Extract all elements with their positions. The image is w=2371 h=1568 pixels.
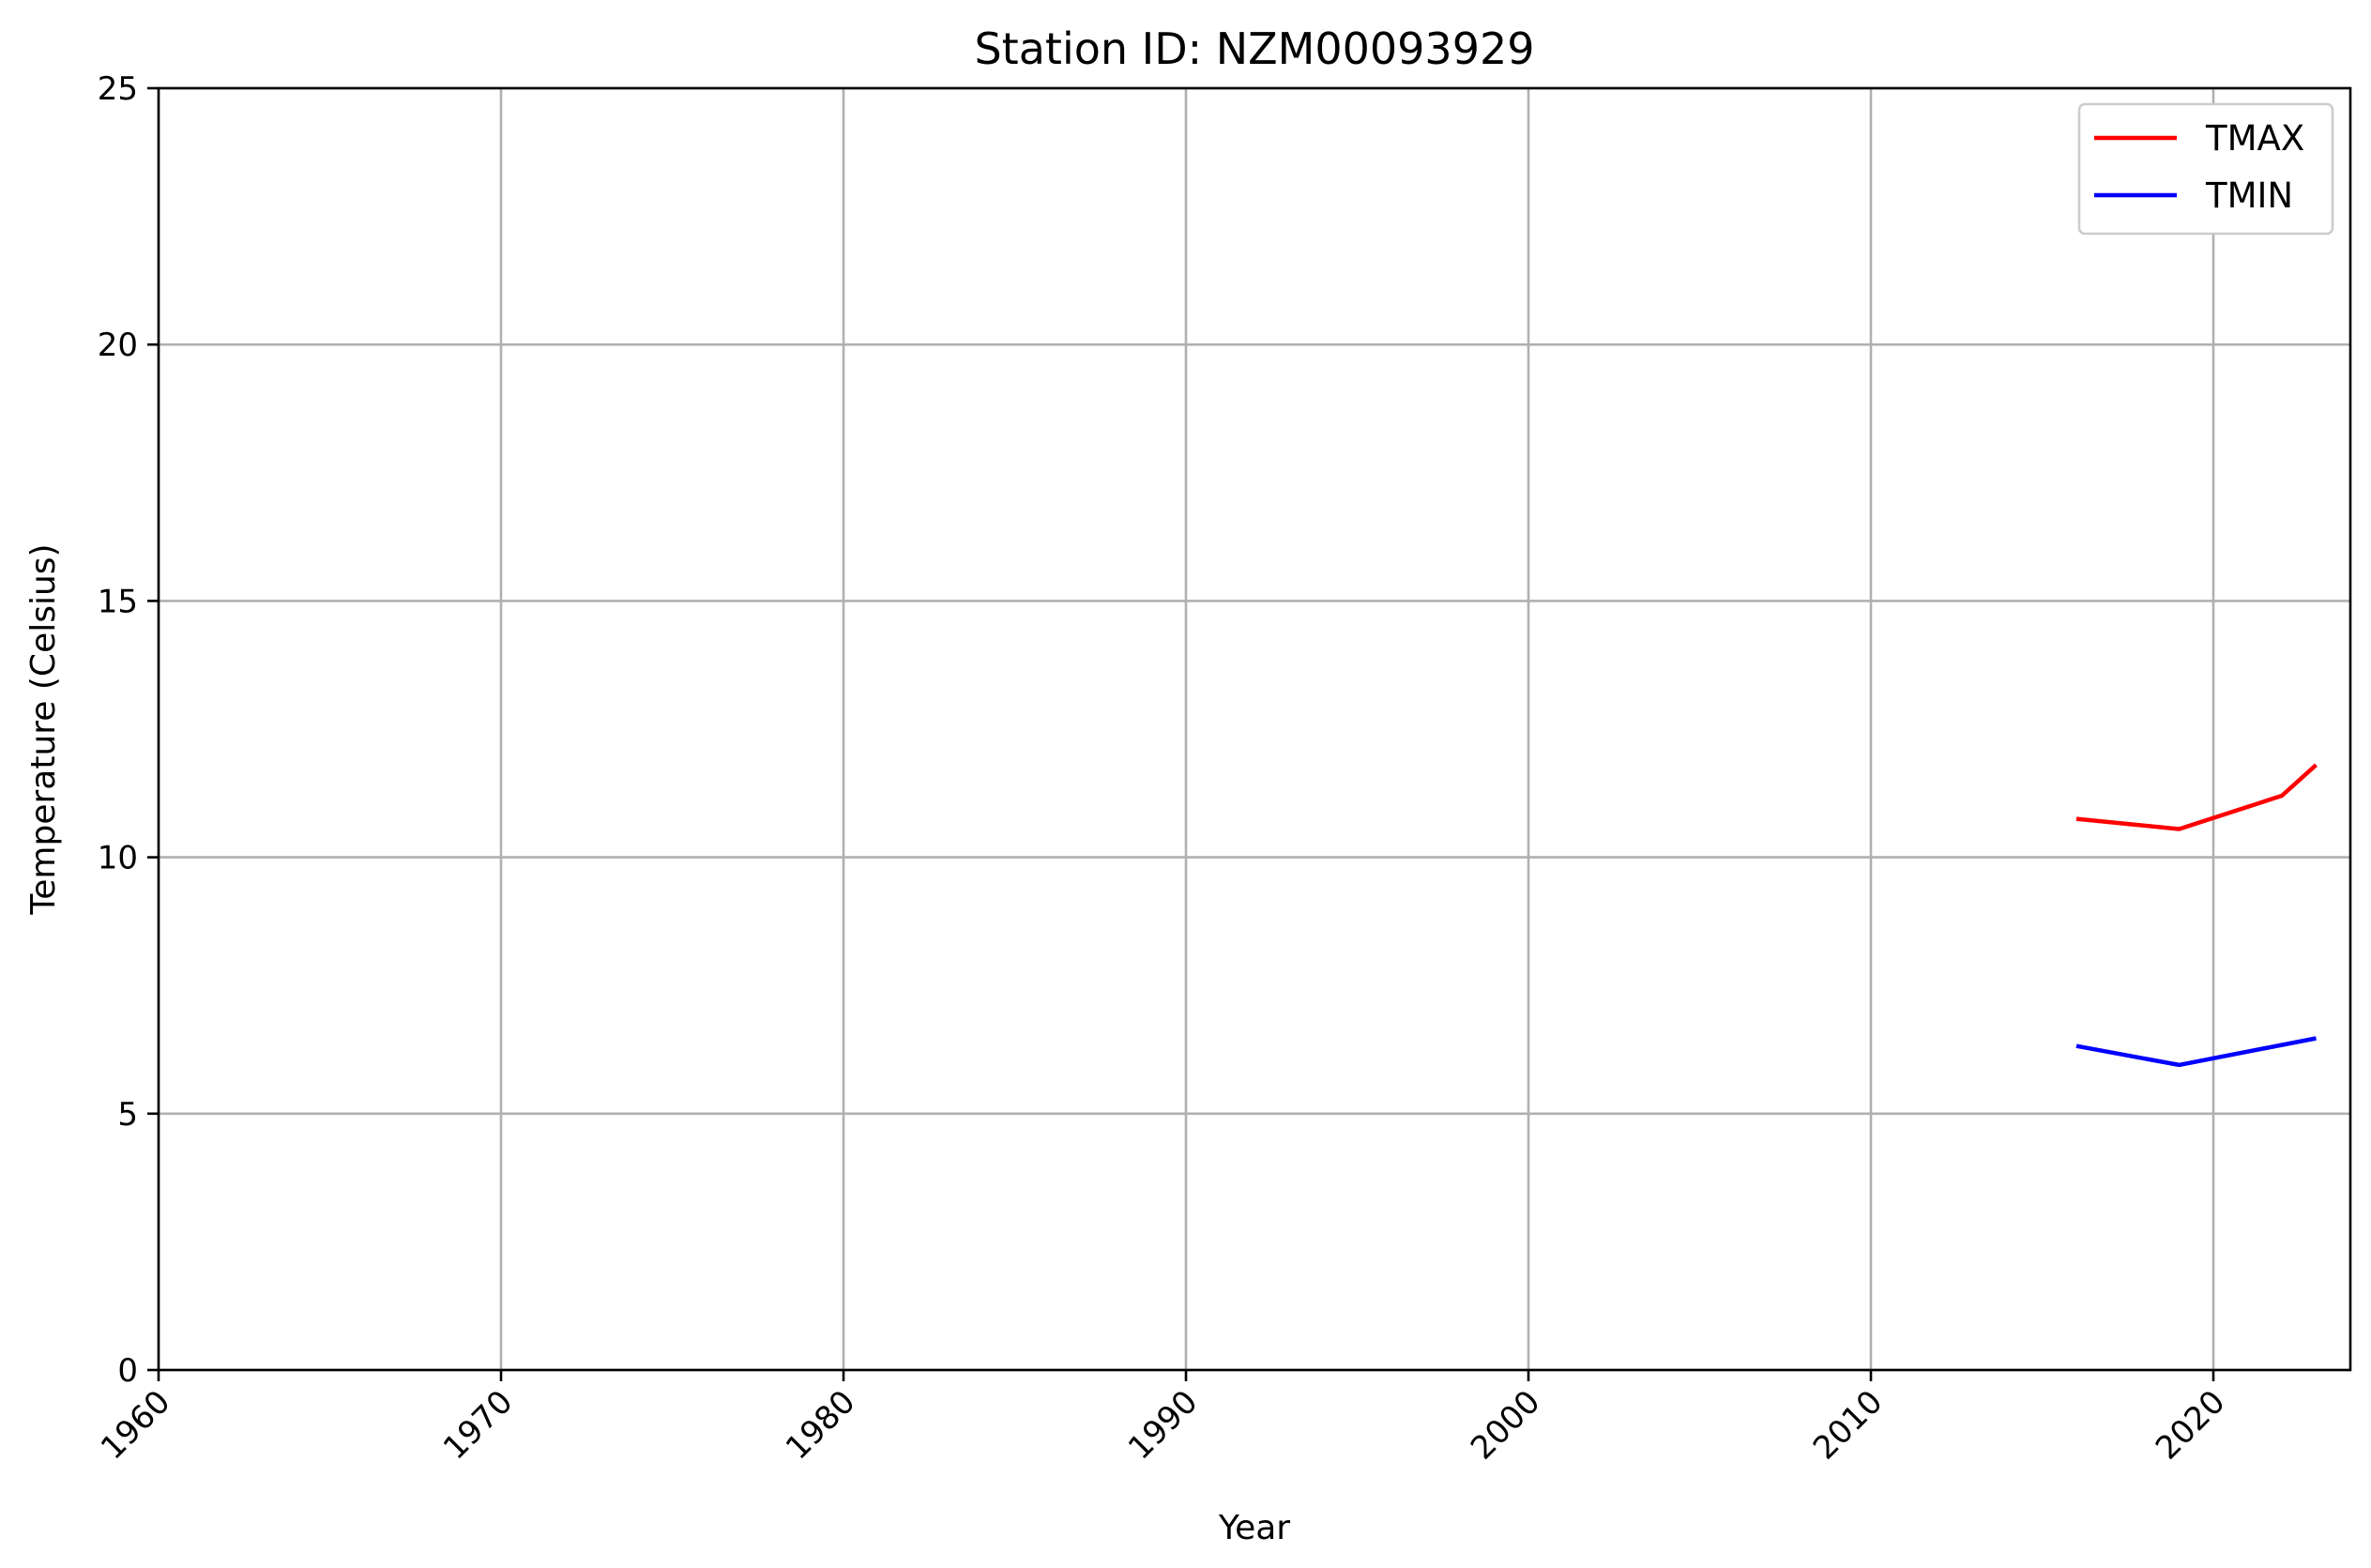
legend-label-tmax: TMAX <box>2205 118 2304 159</box>
y-tick-label: 15 <box>98 583 138 620</box>
y-axis-title: Temperature (Celsius) <box>24 543 63 915</box>
y-tick-label: 5 <box>117 1096 138 1134</box>
series-line-tmin <box>2075 1036 2317 1068</box>
x-axis-title: Year <box>1218 1509 1290 1547</box>
series-layer <box>2075 763 2318 1068</box>
y-tick-label: 10 <box>98 840 138 877</box>
chart-title: Station ID: NZM00093929 <box>974 23 1534 74</box>
y-tick-label: 20 <box>98 327 138 364</box>
y-tick-label: 0 <box>117 1352 138 1390</box>
plot-frame <box>157 86 2352 1372</box>
legend-label-tmin: TMIN <box>2205 175 2293 216</box>
legend: TMAX TMIN <box>2077 102 2334 236</box>
series-line-tmax <box>2075 763 2318 831</box>
y-tick-label: 25 <box>98 70 138 108</box>
